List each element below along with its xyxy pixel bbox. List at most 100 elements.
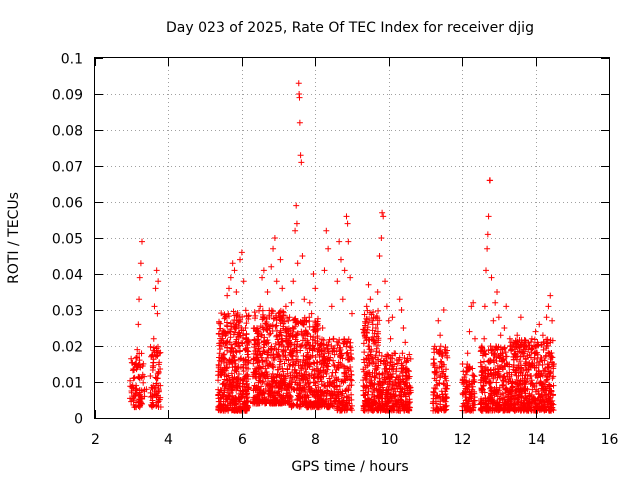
data-point	[360, 366, 367, 373]
data-point	[479, 385, 486, 392]
data-point	[487, 358, 494, 365]
data-point	[292, 227, 299, 234]
data-point	[222, 407, 229, 414]
data-point	[431, 360, 438, 367]
data-point	[539, 385, 546, 392]
data-point	[233, 340, 240, 347]
data-point	[318, 374, 325, 381]
data-point	[393, 407, 400, 414]
data-point	[242, 407, 249, 414]
data-point	[369, 402, 376, 409]
data-point	[398, 307, 405, 313]
data-point	[512, 404, 519, 411]
data-point	[469, 383, 476, 390]
data-point	[293, 358, 300, 365]
data-point	[478, 347, 485, 354]
data-point	[277, 384, 284, 391]
data-point	[501, 325, 508, 331]
data-point	[220, 359, 227, 366]
data-point	[385, 373, 392, 380]
data-point	[502, 349, 509, 356]
data-point	[363, 315, 370, 322]
data-point	[230, 384, 237, 391]
data-point	[369, 334, 376, 341]
data-point	[443, 385, 450, 392]
data-point	[547, 400, 554, 407]
x-tick-label: 12	[454, 432, 472, 448]
data-point	[258, 365, 265, 372]
data-point	[217, 320, 224, 327]
data-point	[371, 393, 378, 400]
data-point	[155, 398, 162, 405]
data-point	[320, 364, 327, 371]
data-point	[304, 339, 311, 346]
data-point	[218, 394, 225, 401]
data-point	[285, 330, 292, 337]
data-point	[325, 338, 332, 345]
data-point	[347, 376, 354, 383]
data-point	[326, 375, 333, 382]
data-point	[282, 303, 289, 310]
data-point	[151, 385, 158, 392]
data-point	[293, 347, 300, 354]
data-point	[369, 369, 376, 376]
data-point	[385, 381, 392, 388]
data-point	[372, 352, 379, 359]
data-point	[306, 387, 313, 394]
data-point	[385, 407, 392, 414]
data-point	[252, 312, 259, 319]
data-point	[274, 353, 281, 360]
data-point	[233, 313, 240, 320]
data-point	[305, 351, 312, 358]
data-point	[293, 202, 300, 209]
data-point	[134, 346, 141, 353]
data-point	[395, 383, 402, 390]
data-point	[397, 388, 404, 395]
data-point	[443, 366, 450, 373]
data-point	[231, 341, 238, 348]
data-point	[237, 256, 244, 263]
data-point	[316, 342, 323, 349]
data-point	[365, 343, 372, 350]
data-point	[406, 351, 413, 358]
data-point	[532, 388, 539, 395]
data-point	[527, 363, 534, 370]
data-point	[509, 384, 516, 391]
data-point	[493, 379, 500, 386]
y-tick-label: 0.08	[52, 124, 83, 140]
data-point	[543, 314, 550, 321]
data-point	[240, 278, 247, 285]
data-point	[294, 331, 301, 338]
data-point	[336, 238, 343, 245]
data-point	[545, 303, 552, 310]
data-point	[389, 404, 396, 411]
data-point	[140, 360, 147, 367]
x-axis-label: GPS time / hours	[291, 459, 408, 475]
data-point	[528, 361, 535, 368]
data-point	[548, 354, 555, 361]
data-point	[490, 317, 497, 324]
data-point	[520, 406, 527, 413]
data-point	[268, 343, 275, 350]
data-point	[543, 352, 550, 359]
data-point	[486, 380, 493, 387]
data-point	[542, 371, 549, 378]
x-tick-label: 16	[601, 432, 619, 448]
data-point	[273, 379, 280, 386]
data-point	[344, 349, 351, 356]
data-point	[466, 381, 473, 388]
data-point	[216, 357, 223, 364]
data-point	[371, 372, 378, 379]
data-point	[245, 398, 252, 405]
data-point	[516, 337, 523, 344]
data-point	[521, 337, 528, 344]
data-point	[232, 367, 239, 374]
data-point	[244, 351, 251, 358]
data-point	[227, 400, 234, 407]
data-point	[347, 368, 354, 375]
data-point	[376, 391, 383, 398]
data-point	[250, 350, 257, 357]
data-point	[549, 317, 556, 324]
data-point	[477, 400, 484, 407]
data-point	[385, 352, 392, 359]
